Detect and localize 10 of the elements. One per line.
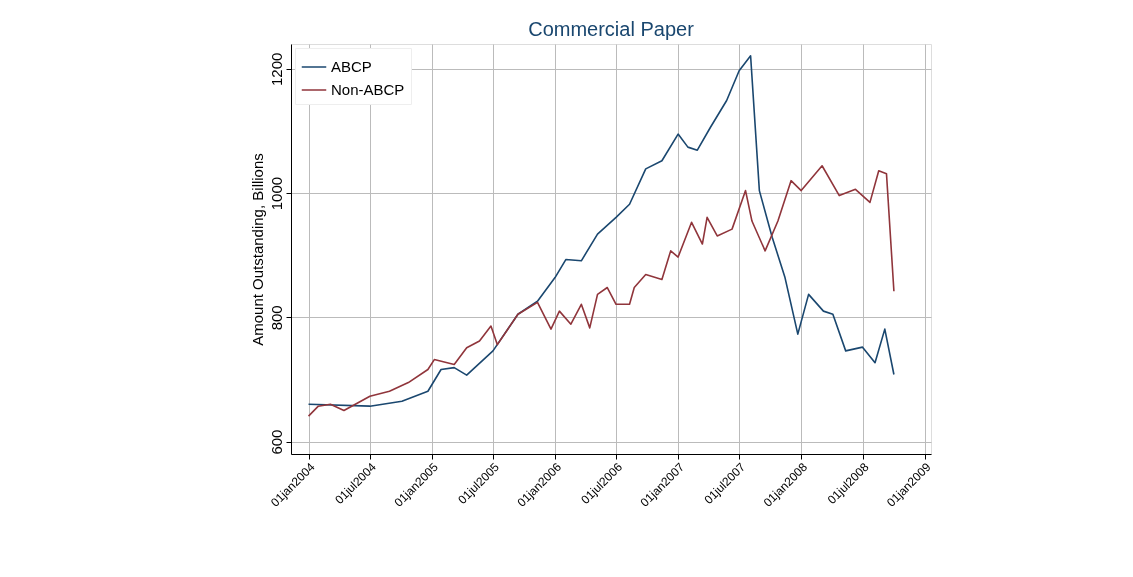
chart-title: Commercial Paper (528, 18, 695, 40)
y-tick-label: 1000 (267, 176, 285, 211)
line-series (307, 55, 895, 407)
legend-label: ABCP (331, 58, 372, 75)
y-tick-label: 600 (267, 429, 285, 455)
line-series (307, 164, 895, 417)
y-tick-label: 1200 (267, 52, 285, 87)
y-axis-title: Amount Outstanding, Billions (248, 153, 266, 346)
y-tick-label: 800 (267, 305, 285, 331)
legend-label: Non-ABCP (331, 81, 405, 98)
